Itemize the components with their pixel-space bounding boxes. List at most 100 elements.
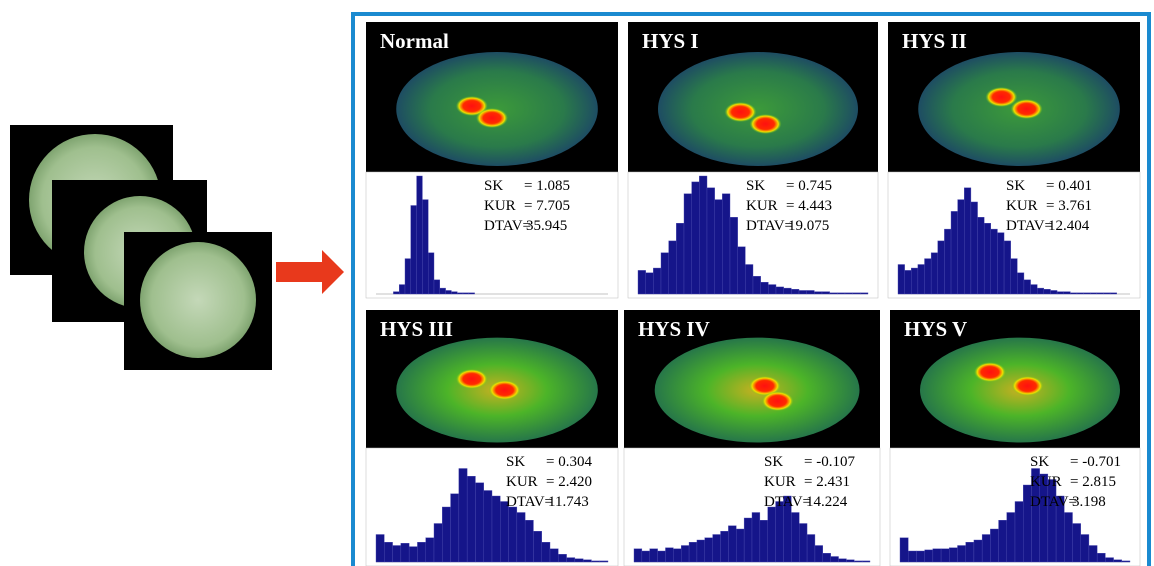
- scan-hotspot: [761, 391, 794, 412]
- histogram-bar: [1080, 534, 1090, 563]
- histogram-bar: [846, 559, 855, 563]
- histogram-bar: [457, 292, 464, 295]
- panel: Normal SK = 1.085 KUR = 7.705 DTAV=35.945: [365, 22, 619, 299]
- histogram-bar: [688, 542, 698, 563]
- histogram-bar: [1030, 284, 1038, 295]
- histogram-bar: [783, 287, 792, 295]
- histogram-bar: [706, 187, 715, 295]
- histogram-bar: [428, 252, 435, 295]
- histogram-bar: [599, 560, 609, 563]
- histogram-bar: [791, 512, 800, 563]
- stat-label: SK: [484, 178, 503, 194]
- stat-label: KUR: [746, 198, 778, 214]
- histogram-bar: [704, 537, 713, 563]
- histogram-bar: [1105, 557, 1114, 563]
- histogram-bar: [1006, 512, 1016, 563]
- histogram-bar: [433, 523, 443, 563]
- histogram-bar: [844, 292, 853, 295]
- histogram-bar: [673, 548, 682, 563]
- histogram-bar: [508, 506, 518, 563]
- histogram-bar: [665, 547, 674, 563]
- scan-hotspot: [455, 369, 488, 389]
- stat-label: KUR: [484, 198, 516, 214]
- histogram-bar: [759, 520, 768, 563]
- histogram-bar: [1047, 479, 1057, 563]
- histogram-bar: [516, 512, 526, 563]
- stat-value: = -0.107: [804, 454, 855, 470]
- histogram-bar: [712, 534, 721, 563]
- histogram-bar: [829, 292, 838, 295]
- histogram-bar: [1113, 559, 1122, 563]
- stat-label: SK: [1030, 454, 1049, 470]
- histogram-bar: [745, 264, 754, 295]
- scan-hotspot: [1010, 99, 1043, 119]
- panel: HYS I SK = 0.745 KUR = 4.443 DTAV=19.075: [627, 22, 879, 299]
- histogram-bar: [417, 542, 426, 563]
- panel-title: HYS IV: [638, 317, 710, 341]
- histogram-bar: [1010, 258, 1018, 295]
- histogram-bar: [668, 240, 677, 295]
- scan-hotspot: [1011, 375, 1044, 396]
- histogram-bar: [908, 550, 917, 563]
- histogram-bar: [814, 291, 823, 295]
- panel-title: Normal: [380, 29, 449, 53]
- histogram-bar: [940, 548, 950, 563]
- histogram-bar: [814, 545, 824, 563]
- panel-title: HYS I: [642, 29, 699, 53]
- histogram-bar: [1072, 523, 1081, 563]
- stat-value: 35.945: [526, 218, 567, 234]
- histogram-bar: [768, 284, 777, 295]
- arrow: [276, 250, 344, 294]
- histogram-bar: [591, 560, 600, 563]
- histogram-bar: [400, 543, 410, 563]
- histogram-bar: [1103, 292, 1111, 295]
- histogram-bar: [653, 267, 662, 295]
- histogram-bar: [1121, 560, 1131, 563]
- scan-hotspot: [724, 102, 757, 122]
- histogram-bar: [1050, 290, 1058, 295]
- stat-value: = -0.701: [1070, 454, 1121, 470]
- histogram-bar: [425, 537, 435, 563]
- histogram-bar: [924, 258, 932, 295]
- histogram-bar: [1014, 501, 1024, 563]
- histogram-bar: [1070, 292, 1078, 295]
- stat-label: DTAV=: [764, 494, 811, 510]
- histogram-bar: [660, 252, 669, 295]
- histogram-bar: [743, 517, 753, 563]
- histogram-bar: [645, 272, 654, 295]
- histogram-bar: [408, 546, 418, 563]
- histogram-bar: [806, 534, 816, 563]
- histogram-bar: [950, 211, 958, 295]
- histogram-bar: [736, 528, 745, 563]
- histogram-bar: [458, 468, 468, 563]
- histogram-bar: [451, 291, 458, 295]
- histogram-bar: [491, 495, 501, 563]
- stat-value: = 2.431: [804, 474, 850, 490]
- histogram-bar: [699, 175, 708, 295]
- histogram-bar: [384, 542, 393, 563]
- histogram-bar: [633, 548, 643, 563]
- histogram-bar: [775, 501, 784, 563]
- histogram-bar: [983, 222, 992, 295]
- histogram-bar: [393, 291, 400, 295]
- histogram-bar: [944, 228, 952, 295]
- stat-label: DTAV=: [1006, 218, 1053, 234]
- panel-frame: [351, 12, 1151, 566]
- histogram-bar: [973, 539, 983, 563]
- stat-label: KUR: [1006, 198, 1038, 214]
- stat-value: = 0.401: [1046, 178, 1092, 194]
- histogram-bar: [981, 534, 991, 563]
- stat-label: DTAV=: [746, 218, 793, 234]
- histogram-bar: [404, 258, 412, 295]
- stat-value: = 1.085: [524, 178, 570, 194]
- histogram-bar: [566, 557, 576, 563]
- histogram-bar: [1023, 279, 1031, 295]
- histogram-bar: [830, 556, 839, 563]
- histogram-bar: [854, 560, 863, 563]
- histogram-bar: [798, 290, 807, 295]
- panel-title: HYS V: [904, 317, 967, 341]
- histogram-bar: [683, 193, 692, 295]
- histogram-bar: [751, 512, 761, 563]
- scan-hotspot: [476, 108, 508, 128]
- histogram-bar: [439, 287, 446, 295]
